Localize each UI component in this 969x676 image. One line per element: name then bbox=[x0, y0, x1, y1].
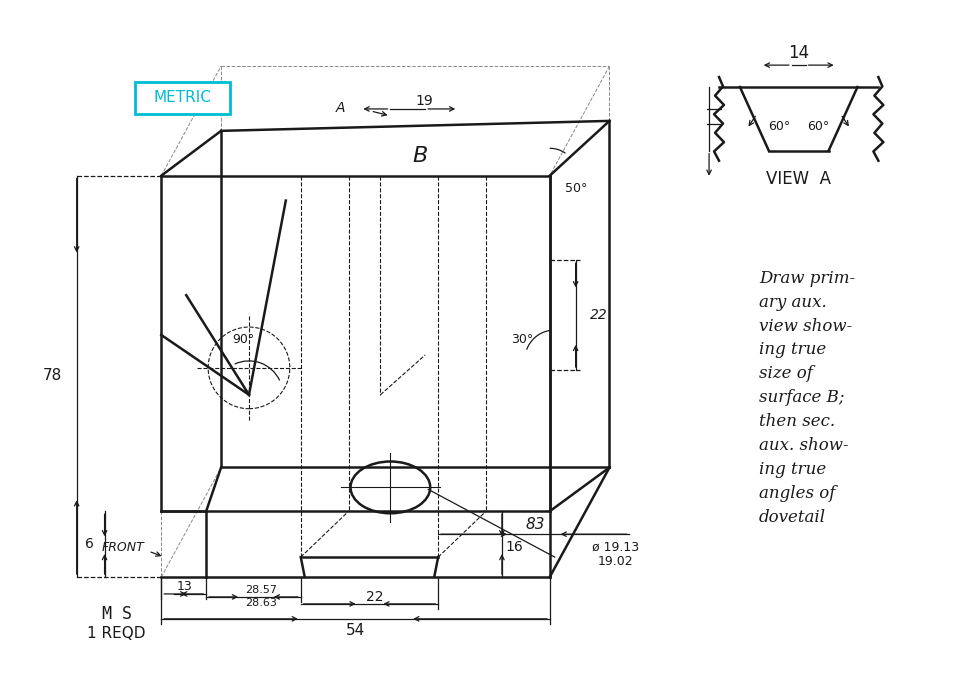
Text: ing true: ing true bbox=[759, 341, 827, 358]
Text: dovetail: dovetail bbox=[759, 509, 826, 526]
Text: 22: 22 bbox=[589, 308, 608, 322]
Text: 28.57: 28.57 bbox=[245, 585, 277, 595]
Text: METRIC: METRIC bbox=[153, 91, 211, 105]
Text: 13: 13 bbox=[176, 581, 192, 594]
Text: ary aux.: ary aux. bbox=[759, 293, 827, 311]
Text: then sec.: then sec. bbox=[759, 413, 835, 430]
Text: VIEW  A: VIEW A bbox=[766, 170, 831, 188]
Text: ing true: ing true bbox=[759, 461, 827, 478]
Text: 30°: 30° bbox=[511, 333, 533, 347]
Text: B: B bbox=[413, 146, 428, 166]
Text: 28.63: 28.63 bbox=[245, 598, 277, 608]
Text: size of: size of bbox=[759, 365, 813, 383]
Text: 50°: 50° bbox=[565, 182, 587, 195]
Text: 6: 6 bbox=[84, 537, 94, 551]
Text: 60°: 60° bbox=[807, 120, 829, 133]
Text: 19: 19 bbox=[416, 94, 433, 108]
Text: surface B;: surface B; bbox=[759, 389, 844, 406]
Text: FRONT: FRONT bbox=[102, 541, 144, 554]
Text: aux. show-: aux. show- bbox=[759, 437, 849, 454]
Text: 19.02: 19.02 bbox=[598, 554, 633, 568]
Text: 83: 83 bbox=[525, 516, 545, 532]
Text: 1 REQD: 1 REQD bbox=[87, 626, 145, 642]
Text: view show-: view show- bbox=[759, 318, 852, 335]
Text: A: A bbox=[336, 101, 345, 115]
Text: 16: 16 bbox=[505, 540, 522, 554]
Text: angles of: angles of bbox=[759, 485, 835, 502]
Text: Draw prim-: Draw prim- bbox=[759, 270, 855, 287]
Text: 60°: 60° bbox=[767, 120, 790, 133]
Text: 54: 54 bbox=[346, 623, 365, 638]
Text: M S: M S bbox=[102, 605, 132, 623]
Text: 78: 78 bbox=[43, 368, 62, 383]
Text: 90°: 90° bbox=[232, 333, 254, 347]
Text: 14: 14 bbox=[788, 44, 809, 62]
Text: 22: 22 bbox=[365, 590, 383, 604]
FancyBboxPatch shape bbox=[136, 82, 230, 114]
Text: ø 19.13: ø 19.13 bbox=[591, 541, 639, 554]
